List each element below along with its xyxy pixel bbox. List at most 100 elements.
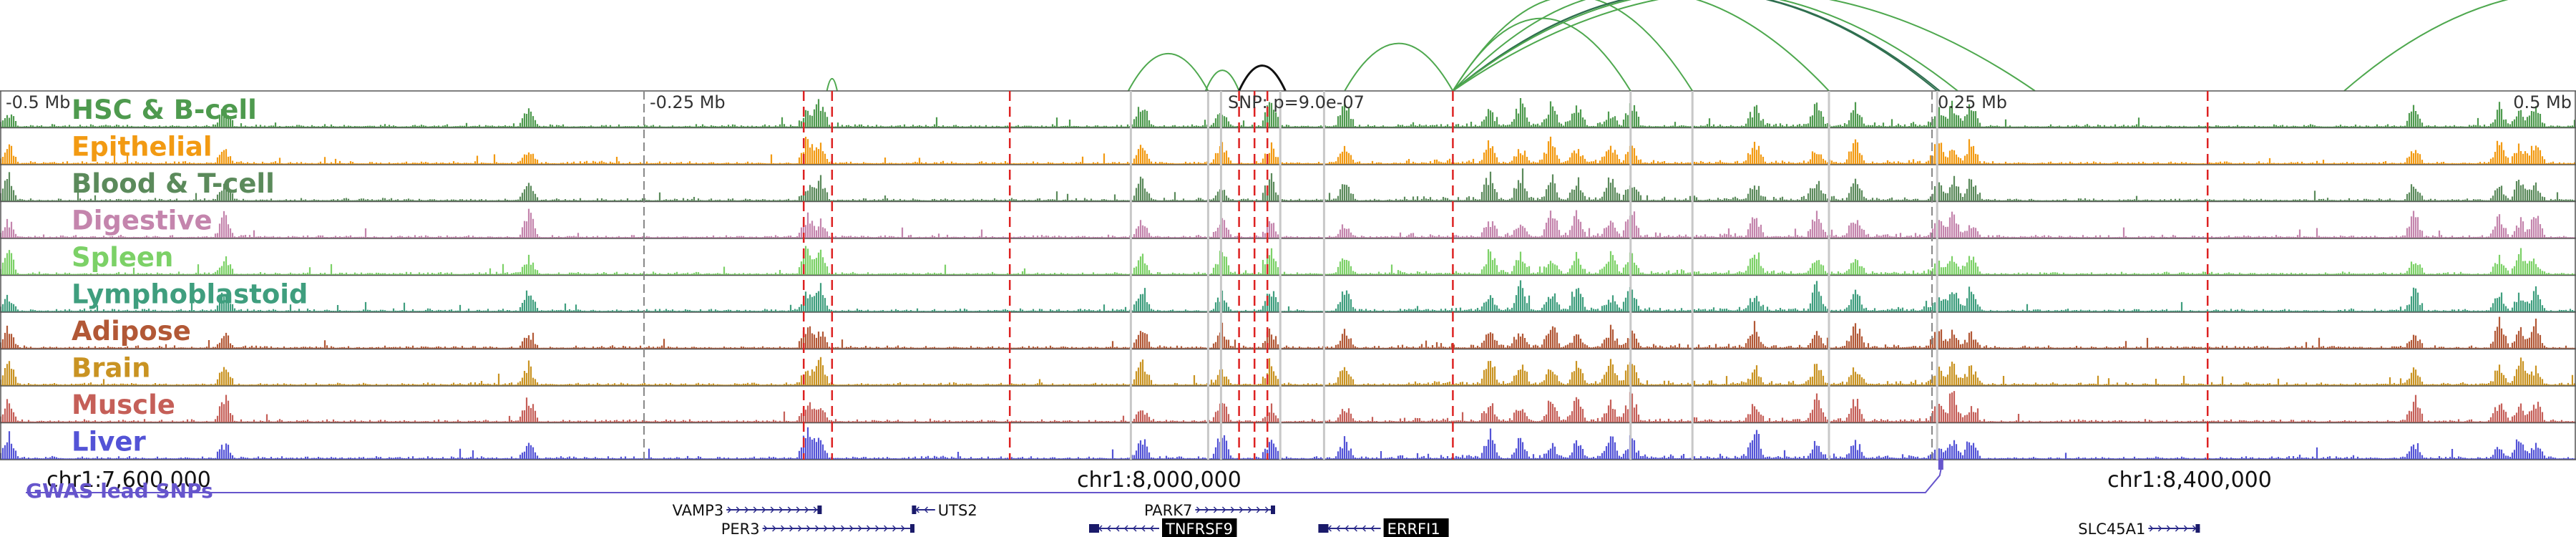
strand-arrow [1336, 525, 1340, 532]
signal-peaks [0, 208, 2576, 238]
gene-exon [912, 505, 917, 514]
gene-per3: PER3 [721, 521, 914, 537]
strand-arrow [798, 525, 802, 532]
gene-exon [910, 524, 914, 533]
gene-label: VAMP3 [673, 502, 724, 519]
strand-arrow [770, 506, 775, 513]
scale-label: -0.25 Mb [650, 92, 726, 112]
strand-arrow [1256, 506, 1261, 513]
strand-arrow [815, 525, 819, 532]
loop-arc [1238, 64, 1287, 92]
highlight-lines [643, 91, 2209, 460]
signal-peaks [0, 280, 2576, 311]
strand-arrow [1141, 525, 1146, 532]
strand-arrow [781, 525, 785, 532]
track-9 [0, 422, 2576, 460]
strand-arrow [727, 506, 732, 513]
strand-arrow [1345, 525, 1349, 532]
strand-arrow [736, 506, 741, 513]
gene-exon [1271, 505, 1275, 514]
signal-peaks [0, 246, 2576, 275]
strand-arrow [1264, 506, 1269, 513]
track-8 [0, 385, 2576, 423]
loop-arc [826, 77, 838, 92]
gene-errfi1: ERRFI1 [1318, 518, 1449, 537]
strand-arrow [841, 525, 845, 532]
loop-arc [1452, 0, 1694, 92]
strand-arrow [2175, 525, 2180, 532]
gene-label: TNFRSF9 [1165, 521, 1233, 537]
track-label: Lymphoblastoid [72, 279, 308, 310]
track-label: Muscle [72, 390, 175, 420]
strand-arrow [1230, 506, 1235, 513]
gwas-lead-snp-mark [1938, 458, 1943, 470]
strand-arrow [1213, 506, 1218, 513]
gene-vamp3: VAMP3 [673, 502, 822, 519]
track-label: Digestive [72, 205, 213, 236]
loop-arc [2343, 0, 2509, 92]
loop-arc [1204, 69, 1240, 92]
gene-label-box [1162, 518, 1237, 537]
track-labels: HSC & B-cell Epithelial Blood & T-cell Dige… [72, 95, 308, 458]
strand-arrow [772, 525, 776, 532]
strand-arrow [753, 506, 758, 513]
track-3 [0, 200, 2576, 238]
track-0 [0, 90, 2576, 128]
strand-arrow [858, 525, 862, 532]
strand-arrow [1247, 506, 1252, 513]
strand-arrow [875, 525, 879, 532]
strand-arrow [804, 506, 809, 513]
track-label: Blood & T-cell [72, 168, 275, 199]
track-label: Spleen [72, 242, 173, 273]
signal-tracks [0, 90, 2576, 460]
track-5 [0, 274, 2576, 312]
loop-arc [1452, 0, 1830, 92]
strand-arrow [761, 506, 766, 513]
scale-label: 0.25 Mb [1938, 92, 2007, 112]
coordinate-label: chr1:8,000,000 [1077, 468, 1241, 493]
gene-exon [1089, 524, 1099, 533]
strand-arrow [832, 525, 836, 532]
gene-track: VAMP3 PER3 UTS2 PARK7 TNFRSF9 ERRFI1 SLC45A1 [673, 502, 2200, 537]
strand-arrow [796, 506, 801, 513]
strand-arrow [2183, 525, 2188, 532]
gwas-bracket [26, 460, 1943, 493]
gene-label: ERRFI1 [1387, 521, 1440, 537]
strand-arrow [2166, 525, 2171, 532]
gene-label: PER3 [721, 521, 760, 537]
signal-peaks [0, 427, 2576, 459]
strand-arrow [1239, 506, 1244, 513]
track-4 [0, 238, 2576, 276]
signal-peaks [0, 316, 2576, 349]
track-7 [0, 348, 2576, 386]
strand-arrow [779, 506, 784, 513]
chromatin-loop-arcs [826, 0, 2509, 92]
strand-arrow [1362, 525, 1366, 532]
track-label: Epithelial [72, 132, 213, 163]
gene-exon [817, 505, 822, 514]
strand-arrow [813, 506, 818, 513]
coordinate-label: chr1:7,600,000 [47, 468, 211, 493]
gene-label: SLC45A1 [2078, 521, 2145, 537]
strand-arrow [1115, 525, 1120, 532]
strand-arrow [1204, 506, 1209, 513]
gene-label-box [1383, 518, 1449, 537]
strand-arrow [1106, 525, 1111, 532]
gene-uts2: UTS2 [912, 502, 977, 519]
loop-arc [1452, 0, 1958, 92]
strand-arrow [892, 525, 897, 532]
strand-arrow [884, 525, 888, 532]
strand-arrow [1353, 525, 1357, 532]
loop-arc [1344, 42, 1454, 92]
gene-label: UTS2 [938, 502, 977, 519]
strand-arrow [867, 525, 871, 532]
signal-peaks [0, 357, 2576, 385]
track-6 [0, 311, 2576, 349]
track-label: Brain [72, 353, 150, 384]
strand-arrow [1196, 506, 1201, 513]
gene-exon [2195, 524, 2200, 533]
coordinate-axis: chr1:7,600,000 chr1:8,000,000 chr1:8,400,0… [47, 468, 2272, 493]
coordinate-label: chr1:8,400,000 [2107, 468, 2272, 493]
strand-arrow [806, 525, 811, 532]
